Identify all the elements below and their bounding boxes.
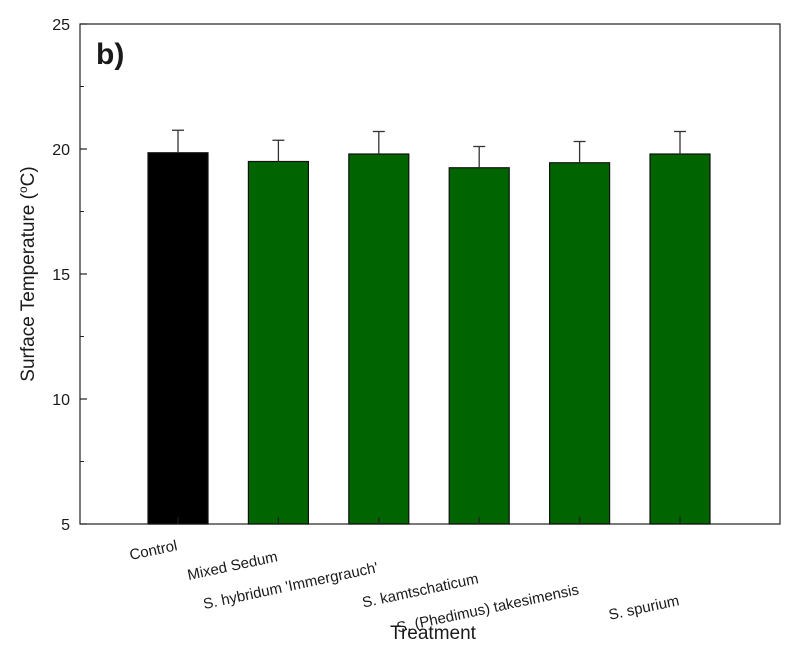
y-axis-title-prefix: Surface Temperature (: [18, 192, 39, 381]
bars-layer: [147, 129, 711, 525]
bar: [548, 162, 611, 525]
y-axis-title: Surface Temperature (oC): [16, 166, 39, 381]
y-tick-label: 20: [52, 142, 70, 159]
bar: [649, 153, 711, 525]
y-axis-title-suffix: C): [18, 166, 39, 186]
panel-label: b): [96, 38, 124, 71]
y-tick-label: 5: [61, 517, 70, 534]
x-tick-label: Mixed Sedum: [186, 548, 279, 584]
bar: [448, 167, 510, 525]
x-axis-title: Treatment: [390, 623, 477, 644]
x-tick-label: S. spurium: [607, 592, 681, 624]
y-tick-label: 10: [52, 392, 70, 409]
x-tick-label: Control: [128, 537, 179, 564]
bar: [348, 153, 410, 525]
bar: [147, 152, 209, 525]
y-axis: 5 10 15 20 25: [52, 17, 87, 534]
y-tick-label: 15: [52, 267, 70, 284]
bar: [247, 160, 309, 525]
y-tick-label: 25: [52, 17, 70, 34]
y-axis-title-superscript: o: [16, 186, 30, 193]
